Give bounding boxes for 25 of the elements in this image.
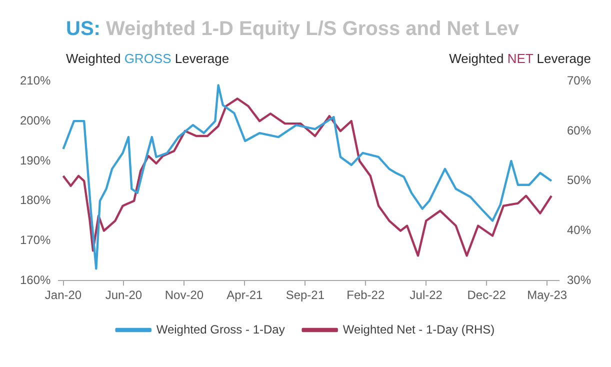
y2-tick-label: 40% [566, 223, 592, 238]
legend-label: Weighted Gross - 1-Day [156, 322, 285, 336]
y2-tick-label: 30% [566, 272, 592, 287]
y2-tick-label: 70% [566, 74, 592, 88]
y-tick-label: 170% [20, 233, 52, 248]
x-tick-label: Jul-22 [410, 288, 443, 302]
y-tick-label: 210% [20, 74, 52, 88]
legend-label: Weighted Net - 1-Day (RHS) [342, 322, 495, 336]
x-tick-label: May-23 [527, 288, 568, 302]
x-tick-label: Dec-22 [467, 288, 506, 302]
y-tick-label: 190% [20, 153, 52, 168]
y2-tick-label: 50% [566, 173, 592, 188]
y-tick-label: 180% [20, 193, 52, 208]
y-tick-label: 200% [20, 113, 52, 128]
x-tick-label: Feb-22 [346, 288, 385, 302]
y-tick-label: 160% [20, 272, 52, 287]
y2-tick-label: 60% [566, 123, 592, 138]
y2-axis-title: Weighted NET Leverage [449, 51, 591, 66]
y-axis-title: Weighted GROSS Leverage [66, 51, 230, 66]
chart-title: US: Weighted 1-D Equity L/S Gross and Net Lev [66, 18, 520, 40]
x-tick-label: Nov-20 [164, 288, 204, 302]
x-tick-label: Apr-21 [226, 288, 264, 302]
x-tick-label: Sep-21 [286, 288, 325, 302]
x-tick-label: Jun-20 [105, 288, 142, 302]
x-tick-label: Jan-20 [44, 288, 82, 302]
